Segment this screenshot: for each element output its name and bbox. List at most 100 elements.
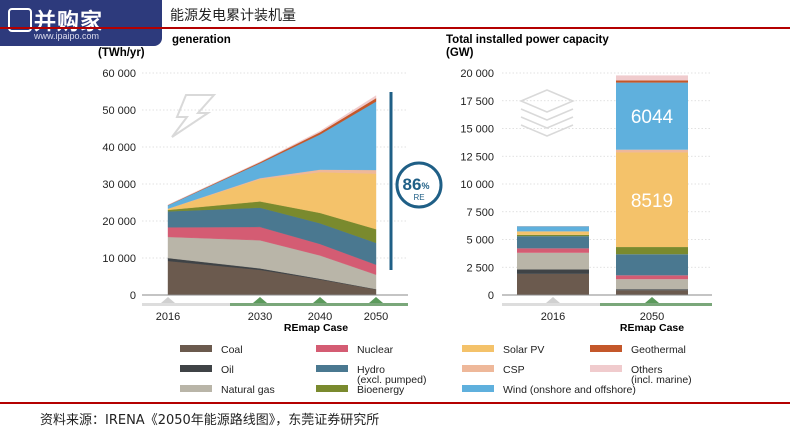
bar-2016-wind [517,226,589,232]
right-y-tick-label: 2 500 [466,262,494,274]
right-chart-bars: 8519 6044 [517,75,688,295]
right-x-tick-label: 2050 [640,311,664,323]
right-y-tick-label: 0 [488,290,494,302]
brand-logo-url: www.ipaipo.com [34,31,100,41]
bar-2050-others [616,75,688,81]
right-remap-band [600,303,712,306]
left-x-tick-marker [253,297,267,303]
right-x-tick-label: 2016 [541,311,565,323]
re-share-value: 86% [403,175,430,194]
legend-label-oil: Oil [221,364,234,376]
left-chart-x-axis: 2016 2030 2040 2050 [142,294,408,323]
left-chart-y-axis: 0 10 000 20 000 30 000 40 000 50 000 60 000 [102,68,136,302]
right-y-tick-label: 7 500 [466,207,494,219]
left-x-tick-marker [313,297,327,303]
legend-label-wind: Wind (onshore and offshore) [503,384,636,396]
header-divider [0,27,790,29]
legend-swatch-csp [462,365,494,372]
legend-swatch-coal [180,345,212,352]
chart-legend: Coal Nuclear Solar PV Geothermal Oil Hydro(ex… [180,344,692,396]
left-chart-title-line2: (TWh/yr) [98,47,145,59]
right-chart-xlabel: REmap Case [620,322,684,334]
legend-label-solar-pv: Solar PV [503,344,544,356]
data-label-wind: 6044 [631,107,674,128]
right-chart-title-line2: (GW) [446,47,474,59]
bar-2016-bioenergy [517,234,589,237]
legend-label-natural-gas: Natural gas [221,384,275,396]
left-x-tick-label: 2040 [308,311,332,323]
bar-2050-solar-pv [616,152,688,248]
area-others [167,95,377,206]
bar-2050-csp [616,149,688,153]
bar-2050-bioenergy [616,247,688,255]
page-title: 能源发电累计装机量 [170,8,296,24]
legend-label-bioenergy: Bioenergy [357,384,405,396]
left-chart-title-line1: generation [172,34,231,46]
right-chart-title-line1: Total installed power capacity [446,34,609,46]
bar-2016-hydro [517,236,589,249]
legend-swatch-bioenergy [316,385,348,392]
footer-divider [0,402,790,404]
legend-swatch-geothermal [590,345,622,352]
bar-2050-oil [616,289,688,291]
right-chart-x-axis: 2016 2050 [502,294,712,323]
re-share-badge [395,161,443,209]
legend-swatch-others [590,365,622,372]
right-chart-y-axis: 0 2 500 5 000 7 500 10 000 12 500 15 000 17 500… [460,68,494,302]
data-label-solar-pv: 8519 [631,191,673,212]
legend-swatch-natural-gas [180,385,212,392]
legend-swatch-nuclear [316,345,348,352]
legend-label-others: Others [631,364,663,376]
right-y-tick-label: 12 500 [460,151,494,163]
right-y-tick-label: 15 000 [460,124,494,136]
source-note: 资料来源：IRENA《2050年能源路线图》，东莞证券研究所 [40,413,380,428]
bar-2016-nuclear [517,248,589,253]
legend-label-csp: CSP [503,364,525,376]
left-chart-xlabel: REmap Case [284,322,348,334]
left-y-tick-label: 50 000 [102,105,136,117]
right-y-tick-label: 20 000 [460,68,494,80]
left-x-tick-marker [369,297,383,303]
left-y-tick-label: 20 000 [102,216,136,228]
left-remap-band [230,303,408,306]
bar-2016-solar-pv [517,231,589,235]
right-y-tick-label: 10 000 [460,179,494,191]
right-y-tick-label: 5 000 [466,235,494,247]
left-chart-areas [167,95,377,296]
brand-logo: 并购家 www.ipaipo.com [0,0,162,46]
legend-swatch-solar-pv [462,345,494,352]
left-x-tick-label: 2050 [364,311,388,323]
bar-2016-oil [517,269,589,274]
left-y-tick-label: 30 000 [102,179,136,191]
legend-sublabel-hydro: (excl. pumped) [357,374,426,386]
left-x-tick-marker [161,297,175,303]
legend-swatch-hydro [316,365,348,372]
re-share-unit: % [421,181,429,191]
generation-area-chart: generation (TWh/yr) 0 10 000 20 000 30 000 4… [98,34,443,334]
legend-label-nuclear: Nuclear [357,344,394,356]
right-x-tick-marker [645,297,659,303]
right-y-tick-label: 17 500 [460,96,494,108]
legend-label-coal: Coal [221,344,243,356]
bar-2050-hydro [616,254,688,276]
charts-canvas: generation (TWh/yr) 0 10 000 20 000 30 000 4… [98,34,712,396]
left-y-tick-label: 40 000 [102,142,136,154]
bar-2050-natural-gas [616,279,688,290]
re-share-annotation: 86% RE [389,92,443,270]
left-x-tick-label: 2016 [156,311,180,323]
right-x-tick-marker [546,297,560,303]
left-y-tick-label: 60 000 [102,68,136,80]
left-x-tick-label: 2030 [248,311,272,323]
report-header: 并购家 www.ipaipo.com 能源发电累计装机量 [0,0,790,46]
legend-label-hydro: Hydro [357,364,385,376]
re-share-label: RE [413,193,424,202]
bar-2016-natural-gas [517,252,589,270]
bar-2016-coal [517,273,589,295]
bar-2050-coal [616,290,688,295]
legend-swatch-oil [180,365,212,372]
bar-2050-nuclear [616,275,688,280]
left-y-tick-label: 10 000 [102,253,136,265]
bar-2050-geothermal [616,80,688,83]
legend-swatch-wind [462,385,494,392]
brand-logo-text: 并购家 [34,10,104,35]
